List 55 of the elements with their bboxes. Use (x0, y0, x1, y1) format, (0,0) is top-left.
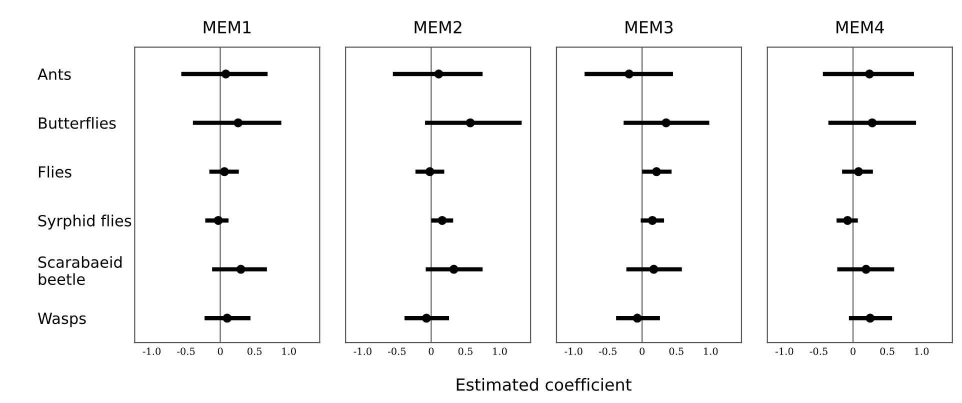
chart-title: MEM1 (204, 21, 251, 34)
point (422, 314, 431, 323)
chart-title: MEM3 (626, 20, 673, 34)
x-tick-label: -0.5 (598, 348, 616, 355)
y-tick-label: Flies (38, 166, 72, 178)
point (868, 118, 877, 128)
x-tick-label: 0 (640, 348, 645, 355)
x-tick-label: -1.0 (564, 348, 582, 355)
x-tick-label: 0.5 (458, 348, 472, 355)
point (214, 216, 223, 225)
point (434, 70, 444, 79)
x-tick-label: -1.0 (354, 348, 372, 355)
x-tick-label: 1.0 (493, 348, 507, 355)
x-tick-label: 0 (218, 348, 223, 355)
point (854, 167, 864, 176)
x-tick-label: -0.5 (177, 348, 195, 355)
x-tick-label: 0 (850, 348, 856, 355)
point (649, 264, 658, 274)
y-tick-label: Ants (38, 68, 71, 80)
point (843, 216, 852, 225)
point (425, 167, 434, 176)
x-tick-label: 0.5 (248, 348, 262, 355)
point (449, 264, 458, 274)
point (866, 314, 875, 323)
x-tick-label: -1.0 (142, 348, 161, 355)
point (624, 70, 634, 79)
point (652, 167, 662, 176)
point (862, 264, 871, 274)
chart-title: MEM2 (414, 20, 462, 34)
point (234, 118, 243, 128)
y-tick-label: Butterflies (38, 117, 116, 129)
point (648, 216, 657, 225)
chart-title: MEM4 (836, 21, 884, 34)
point (236, 264, 246, 274)
point (662, 118, 671, 128)
point (466, 118, 475, 128)
y-tick-label: Wasps (38, 312, 86, 328)
point (438, 216, 447, 225)
x-tick-label: -1.0 (776, 348, 794, 355)
x-tick-label: 1.0 (282, 348, 296, 355)
point (632, 314, 642, 323)
x-tick-label: 1.0 (915, 348, 929, 355)
point (222, 314, 232, 323)
x-tick-label: -0.5 (810, 348, 828, 355)
x-tick-label: 0.5 (669, 348, 684, 355)
y-tick-label: Scarabaeid beetle (38, 256, 122, 286)
point (864, 70, 874, 79)
x-tick-label: 0 (428, 348, 434, 355)
x-tick-label: 0.5 (880, 348, 894, 355)
point (221, 70, 230, 79)
x-axis-title: Estimated coefficient (456, 378, 632, 391)
y-tick-label: Syrphid flies (38, 214, 132, 230)
x-tick-label: -0.5 (388, 348, 406, 355)
x-tick-label: 1.0 (704, 348, 718, 355)
point (220, 167, 229, 176)
